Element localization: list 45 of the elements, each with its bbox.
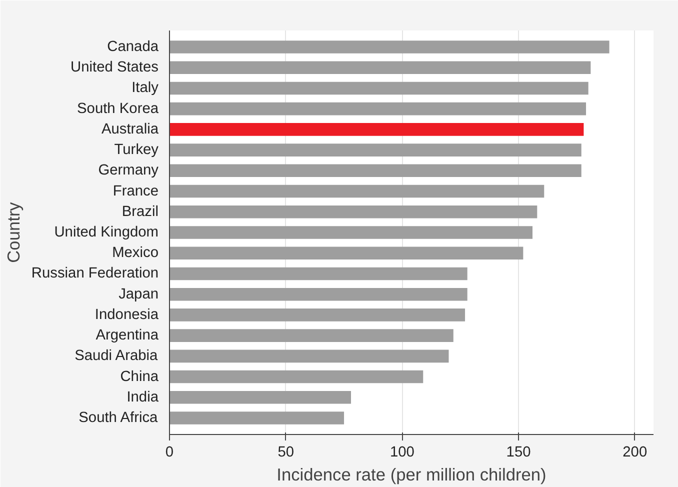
bar <box>170 350 449 363</box>
bar <box>170 288 468 301</box>
x-tick-label: 0 <box>165 444 174 460</box>
bar <box>170 206 538 218</box>
bar <box>170 102 586 116</box>
bar <box>170 412 344 424</box>
bar <box>170 226 532 239</box>
bar <box>170 61 591 74</box>
bar <box>170 267 468 280</box>
bar <box>170 184 544 198</box>
y-tick-label: France <box>112 183 159 200</box>
y-tick-label: China <box>120 368 160 385</box>
x-tick-label: 100 <box>390 444 414 460</box>
bar <box>170 123 584 136</box>
x-tick-label: 200 <box>622 444 648 460</box>
y-tick-label: Russian Federation <box>31 266 159 282</box>
bar <box>170 82 588 95</box>
y-tick-label: India <box>126 389 160 406</box>
y-tick-label: South Africa <box>78 410 159 426</box>
y-tick-label: Italy <box>132 80 160 96</box>
bar <box>170 144 582 156</box>
bar <box>170 40 610 54</box>
y-tick-label: United Kingdom <box>54 224 159 240</box>
x-tick-label: 150 <box>506 444 531 460</box>
bar <box>170 370 424 384</box>
y-tick-label: Brazil <box>122 204 159 220</box>
y-tick-label: Germany <box>98 162 160 179</box>
bar <box>170 246 524 260</box>
x-tick-label: 50 <box>278 444 294 460</box>
bar <box>170 164 582 178</box>
y-tick-label: Japan <box>118 286 159 302</box>
y-tick-label: Indonesia <box>94 306 160 323</box>
y-axis-title: Country <box>3 202 24 263</box>
y-tick-label: Canada <box>107 38 160 55</box>
y-tick-label: Mexico <box>112 245 159 262</box>
x-axis-title: Incidence rate (per million children) <box>276 464 546 484</box>
y-tick-label: Saudi Arabia <box>74 348 159 364</box>
y-tick-label: South Korea <box>77 100 160 117</box>
y-tick-label: Argentina <box>96 328 160 344</box>
bar <box>170 308 466 322</box>
y-tick-label: Turkey <box>114 142 160 158</box>
y-tick-label: United States <box>70 60 159 76</box>
y-tick-label: Australia <box>101 121 160 138</box>
bar <box>170 329 454 342</box>
bar <box>170 391 351 404</box>
